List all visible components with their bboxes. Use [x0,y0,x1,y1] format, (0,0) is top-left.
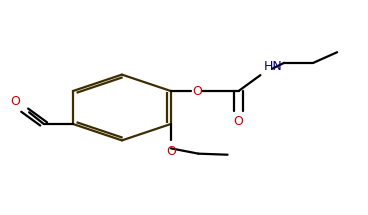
Text: O: O [193,84,202,98]
Text: O: O [166,145,176,158]
Text: O: O [11,95,21,108]
Text: O: O [234,115,244,128]
Text: HN: HN [263,60,282,73]
